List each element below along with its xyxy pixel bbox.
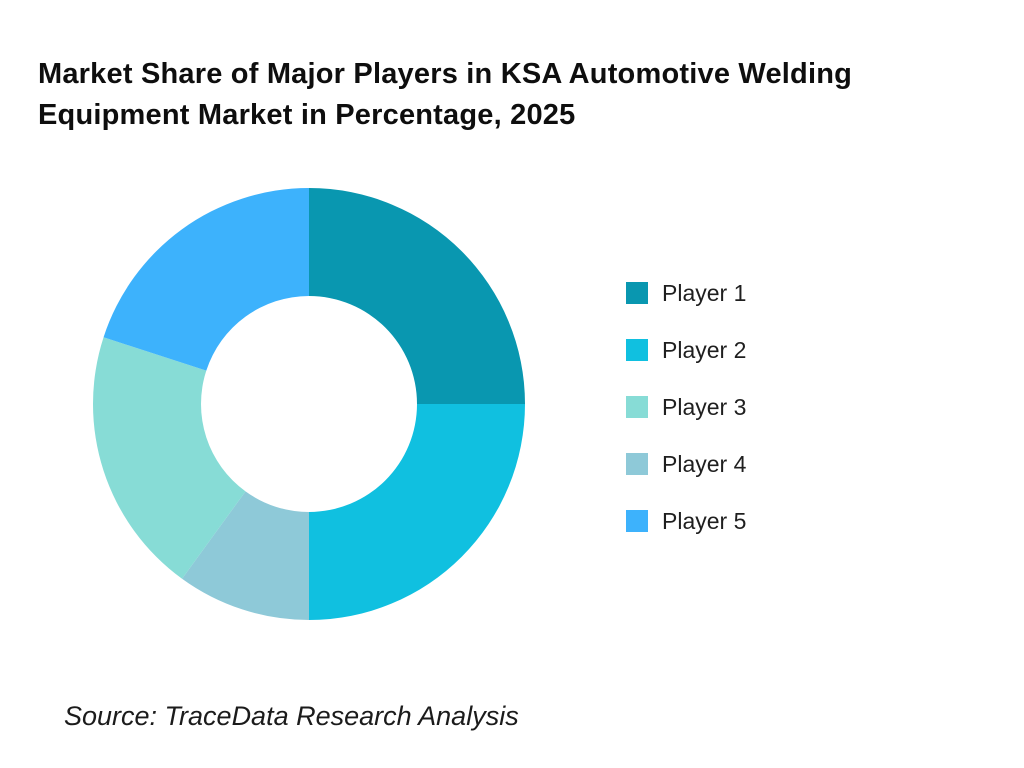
chart-title: Market Share of Major Players in KSA Aut… <box>38 54 852 136</box>
chart-title-line-1: Market Share of Major Players in KSA Aut… <box>38 58 853 90</box>
legend-item-player-1: Player 1 <box>626 281 746 305</box>
chart-legend: Player 1 Player 2 Player 3 Player 4 Player 5 <box>626 281 746 533</box>
donut-slice-player-4 <box>182 491 309 620</box>
donut-chart-svg <box>92 188 525 620</box>
legend-label: Player 5 <box>662 508 747 534</box>
legend-label: Player 1 <box>662 280 747 306</box>
legend-item-player-5: Player 5 <box>626 509 746 533</box>
source-caption: Source: TraceData Research Analysis <box>64 701 519 731</box>
legend-color-swatch <box>626 510 648 532</box>
donut-slice-player-1 <box>309 188 525 404</box>
legend-item-player-4: Player 4 <box>626 452 746 476</box>
chart-title-line-2: Equipment Market in Percentage, 2025 <box>38 99 576 131</box>
legend-label: Player 3 <box>662 394 747 420</box>
legend-color-swatch <box>626 282 648 304</box>
legend-color-swatch <box>626 396 648 418</box>
legend-color-swatch <box>626 453 648 475</box>
legend-color-swatch <box>626 339 648 361</box>
legend-item-player-2: Player 2 <box>626 338 746 362</box>
donut-slice-player-2 <box>309 404 525 620</box>
legend-label: Player 4 <box>662 451 747 477</box>
donut-chart <box>92 187 526 621</box>
legend-label: Player 2 <box>662 337 747 363</box>
donut-slice-player-3 <box>92 337 246 579</box>
legend-item-player-3: Player 3 <box>626 395 746 419</box>
donut-slice-player-5 <box>103 188 309 371</box>
